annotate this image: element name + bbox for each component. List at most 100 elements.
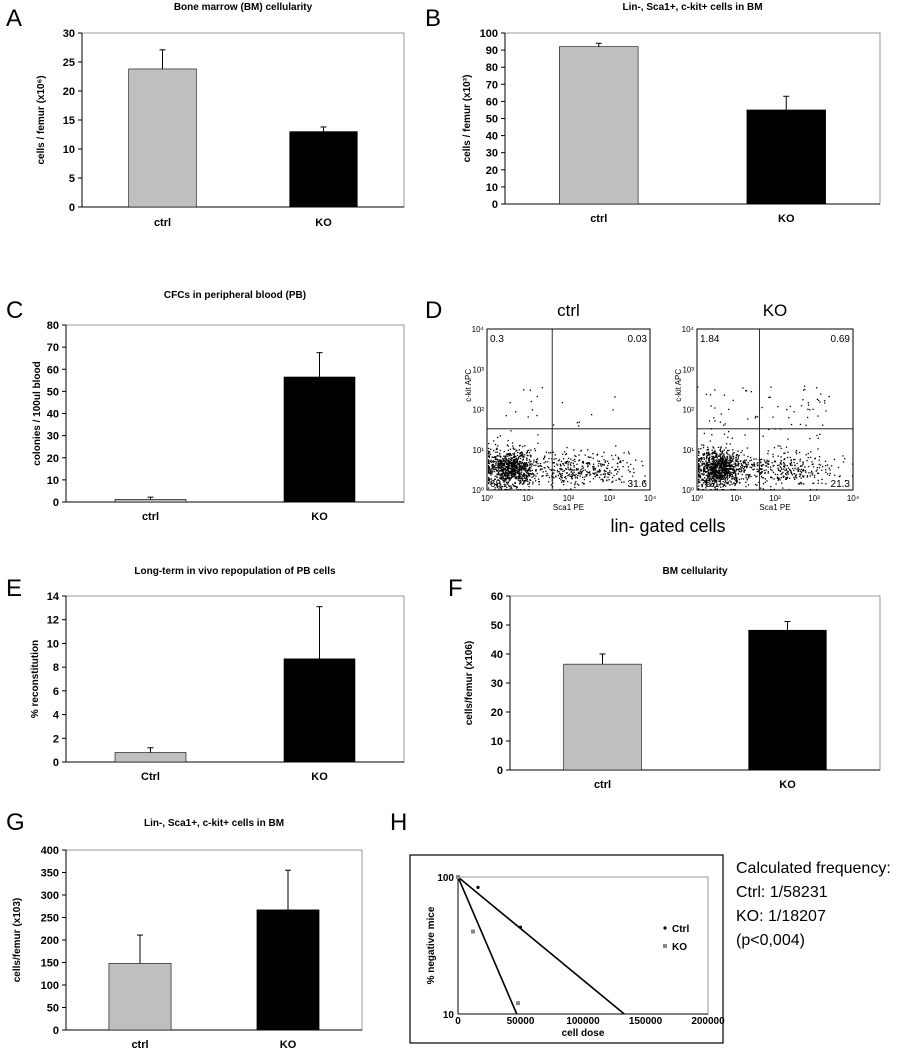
flow-event-dot xyxy=(619,460,622,462)
flow-event-dot xyxy=(600,465,602,467)
flow-event-dot xyxy=(787,467,790,469)
flow-event-dot xyxy=(720,472,722,474)
flow-event-dot xyxy=(573,464,575,467)
g-chart-title: Lin-, Sca1+, c-kit+ cells in BM xyxy=(144,818,284,829)
flow-event-dot xyxy=(705,462,707,465)
flow-event-dot xyxy=(760,471,763,473)
h-x-tick-label: 50000 xyxy=(507,1016,535,1027)
flow-event-dot xyxy=(634,459,637,461)
flow-event-dot xyxy=(717,470,720,472)
flow-event-dot xyxy=(501,476,504,478)
flow-event-dot xyxy=(771,462,773,464)
flow-event-dot xyxy=(488,455,490,457)
flow-event-dot xyxy=(515,467,517,469)
flow-event-dot xyxy=(526,465,528,467)
flow-event-dot xyxy=(523,477,526,479)
flow-event-dot xyxy=(719,455,721,457)
flow-event-dot xyxy=(603,451,605,454)
flow-event-dot xyxy=(520,454,522,457)
flow-event-dot xyxy=(706,456,708,458)
flow-event-dot xyxy=(749,466,751,468)
flow-event-dot xyxy=(826,464,829,466)
flow-event-dot xyxy=(608,479,610,481)
flow-event-dot xyxy=(506,463,508,465)
flow-event-dot xyxy=(488,469,490,472)
flow-event-dot xyxy=(733,466,735,468)
flow-event-dot xyxy=(494,468,497,470)
flow-event-dot xyxy=(542,475,544,477)
flow-event-dot xyxy=(493,468,495,471)
flow-event-dot xyxy=(734,484,736,486)
g-y-tick-label: 100 xyxy=(41,980,59,992)
flow-event-dot xyxy=(603,464,606,466)
flow-event-dot xyxy=(497,436,499,439)
flow-event-dot xyxy=(724,479,726,481)
flow-event-dot xyxy=(748,477,750,479)
flow-event-dot xyxy=(520,466,522,468)
flow-event-dot xyxy=(809,475,812,477)
flow-event-dot xyxy=(721,483,724,485)
flow-event-dot xyxy=(812,408,814,411)
flow-event-dot xyxy=(563,470,566,472)
flow-event-dot xyxy=(789,463,791,465)
flow-event-dot xyxy=(524,466,526,468)
c-y-axis-label: colonies / 100ul blood xyxy=(32,361,43,465)
flow-event-dot xyxy=(551,479,553,481)
flow-event-dot xyxy=(526,458,528,460)
flow-event-dot xyxy=(782,476,784,478)
flow-event-dot xyxy=(488,487,490,489)
flow-event-dot xyxy=(565,477,567,480)
flow-y-tick-ko: 10² xyxy=(682,406,694,415)
flow-event-dot xyxy=(511,467,514,469)
flow-event-dot xyxy=(817,482,819,484)
flow-event-dot xyxy=(701,464,703,466)
f-y-tick-label: 20 xyxy=(491,707,503,719)
flow-event-dot xyxy=(563,480,565,482)
flow-event-dot xyxy=(721,468,723,470)
flow-event-dot xyxy=(746,478,748,480)
flow-event-dot xyxy=(795,475,797,477)
flow-event-dot xyxy=(772,456,774,458)
flow-event-dot xyxy=(721,489,723,491)
flow-event-dot xyxy=(612,409,614,411)
flow-event-dot xyxy=(555,457,557,460)
flow-event-dot xyxy=(530,400,533,403)
flow-event-dot xyxy=(777,479,779,481)
flow-event-dot xyxy=(505,455,507,457)
flow-event-dot xyxy=(704,468,706,471)
flow-event-dot xyxy=(514,470,517,472)
flow-event-dot xyxy=(785,477,787,479)
flow-event-dot xyxy=(815,489,818,491)
g-y-tick-label: 250 xyxy=(41,913,59,925)
flow-event-dot xyxy=(547,474,549,477)
flow-event-dot xyxy=(718,466,720,469)
flow-event-dot xyxy=(491,472,493,474)
flow-event-dot xyxy=(732,476,734,478)
flow-event-dot xyxy=(574,482,576,484)
flow-event-dot xyxy=(714,407,716,409)
flow-event-dot xyxy=(726,477,728,479)
flow-event-dot xyxy=(515,456,517,458)
flow-event-dot xyxy=(514,458,516,461)
flow-event-dot xyxy=(513,463,515,465)
flow-event-dot xyxy=(730,460,732,463)
flow-event-dot xyxy=(791,464,793,467)
flow-event-dot xyxy=(536,414,538,417)
flow-event-dot xyxy=(728,472,730,474)
flow-event-dot xyxy=(719,454,721,456)
flow-event-dot xyxy=(508,462,511,464)
flow-event-dot xyxy=(539,465,541,467)
flow-event-dot xyxy=(811,463,813,466)
flow-event-dot xyxy=(767,462,769,464)
flow-event-dot xyxy=(702,470,705,472)
flow-event-dot xyxy=(819,464,822,466)
flow-event-dot xyxy=(488,442,490,445)
flow-event-dot xyxy=(520,477,522,479)
flow-event-dot xyxy=(565,453,567,456)
flow-event-dot xyxy=(505,477,507,479)
flow-event-dot xyxy=(551,477,553,479)
flow-event-dot xyxy=(545,451,548,453)
flow-event-dot xyxy=(604,475,606,477)
flow-event-dot xyxy=(715,455,717,457)
